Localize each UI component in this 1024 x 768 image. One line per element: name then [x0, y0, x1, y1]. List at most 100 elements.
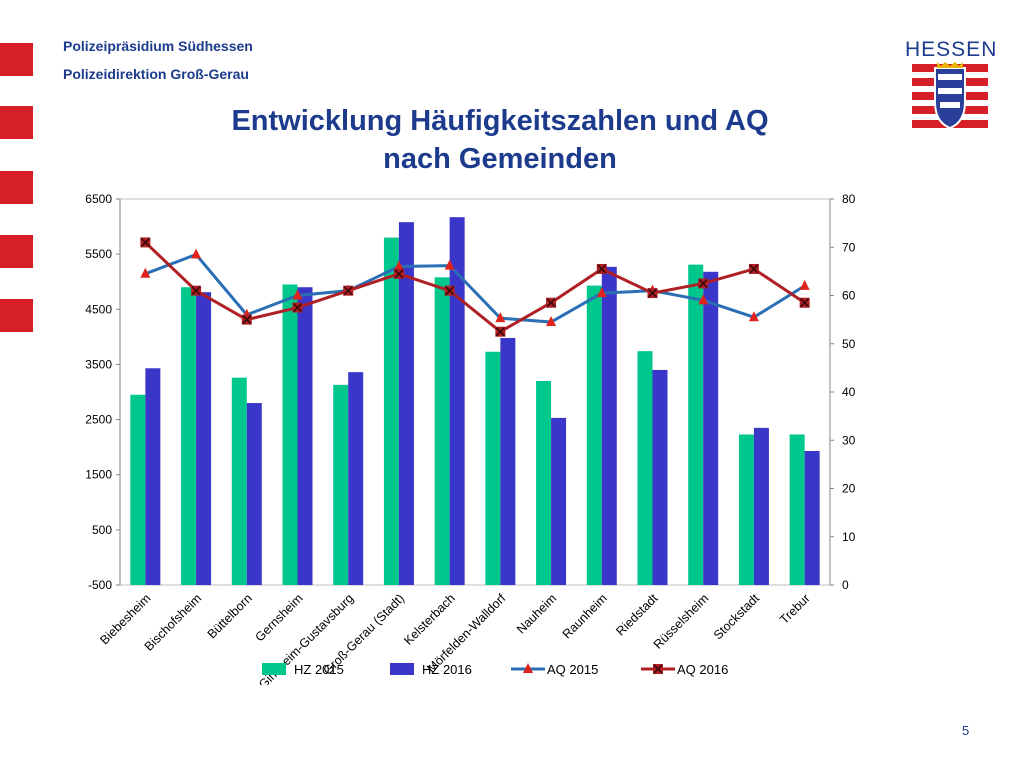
marker-x-stroke — [698, 278, 708, 289]
slide-title: Entwicklung Häufigkeitszahlen und AQ nac… — [140, 102, 860, 178]
bar-hz-2016 — [601, 266, 617, 585]
bar-hz-2016 — [500, 337, 516, 585]
legend-item: AQ 2015 — [511, 662, 598, 677]
bar-hz-2015 — [738, 434, 754, 585]
bar-hz-2016 — [145, 368, 161, 585]
bar-hz-2015 — [282, 284, 298, 585]
marker-x-square — [241, 314, 252, 325]
right-tick-label: 30 — [842, 433, 856, 447]
bar-hz-2016 — [297, 287, 313, 585]
marker-x-square — [647, 288, 658, 299]
line-aq-2015 — [144, 252, 806, 324]
red-accent-bar — [0, 235, 33, 268]
marker-x-square — [140, 237, 151, 248]
marker-triangle — [140, 267, 151, 278]
bar-hz-2015 — [536, 380, 552, 585]
marker-x-square — [799, 297, 810, 308]
legend-label: HZ 2016 — [422, 662, 472, 677]
marker-triangle — [546, 316, 557, 327]
left-tick-label: 500 — [92, 523, 112, 537]
marker-x-square — [748, 263, 759, 274]
category-label: Trebur — [777, 591, 813, 627]
bar-hz-2016 — [652, 369, 668, 585]
title-line-2: nach Gemeinden — [383, 143, 617, 175]
bar-hz-2015 — [333, 384, 349, 585]
legend-item: HZ 2015 — [262, 662, 344, 677]
legend-marker-triangle — [523, 663, 533, 673]
bar-hz-2015 — [637, 351, 653, 585]
category-label: Biebesheim — [97, 591, 153, 647]
page-number: 5 — [962, 723, 970, 738]
marker-x-square — [596, 263, 607, 274]
legend-label: HZ 2015 — [294, 662, 344, 677]
marker-x-stroke — [140, 237, 150, 247]
marker-triangle — [596, 287, 607, 298]
category-label: Büttelborn — [205, 591, 255, 641]
plot-area — [119, 198, 831, 586]
red-accent-bar — [0, 106, 33, 139]
legend-swatch — [262, 663, 286, 675]
legend-label: AQ 2016 — [677, 662, 728, 677]
bar-hz-2016 — [196, 292, 212, 585]
bar-hz-2015 — [485, 351, 501, 585]
header-line-2: Polizeidirektion Groß-Gerau — [63, 66, 249, 82]
marker-x-stroke — [597, 264, 607, 274]
marker-x-square — [191, 285, 202, 296]
bar-hz-2016 — [348, 372, 364, 585]
marker-x-stroke — [242, 315, 252, 325]
marker-x-square — [495, 326, 506, 337]
bar-hz-2016 — [449, 217, 465, 585]
marker-triangle — [799, 279, 810, 290]
right-tick-label: 50 — [842, 337, 856, 351]
right-tick-label: 0 — [842, 578, 849, 592]
marker-x-square — [444, 285, 455, 296]
bar-hz-2016 — [398, 222, 414, 585]
marker-x-square — [698, 278, 709, 289]
category-label: Stockstadt — [711, 591, 763, 643]
red-accent-bar — [0, 299, 33, 332]
legend-item: AQ 2016 — [641, 662, 728, 677]
category-label: Rüsselsheim — [651, 591, 712, 652]
bar-hz-2015 — [383, 237, 399, 585]
marker-triangle — [698, 294, 709, 305]
red-accent-bar — [0, 43, 33, 76]
category-label: Raunheim — [560, 591, 610, 641]
bar-hz-2015 — [434, 277, 450, 585]
bar-hz-2015 — [586, 285, 602, 585]
bar-hz-2016 — [246, 403, 262, 585]
left-tick-label: 5500 — [85, 247, 112, 261]
category-label: Nauheim — [514, 591, 559, 636]
bar-hz-2016 — [703, 271, 719, 585]
left-tick-label: 6500 — [85, 192, 112, 206]
chart: 6500 5500 4500 3500 2500 1500 500 -500 80 70 60 50 4… — [85, 192, 856, 685]
left-tick-label: 2500 — [85, 413, 112, 427]
marker-x-stroke — [292, 302, 303, 313]
logo-text: HESSEN — [905, 38, 998, 61]
bar-hz-2015 — [130, 394, 146, 585]
marker-x-square — [343, 285, 354, 296]
marker-x-stroke — [647, 288, 658, 298]
hessen-coat-of-arms-icon — [912, 62, 988, 130]
marker-triangle — [393, 260, 404, 271]
marker-triangle — [444, 259, 455, 270]
title-line-1: Entwicklung Häufigkeitszahlen und AQ — [231, 105, 769, 137]
legend-item: HZ 2016 — [390, 662, 472, 677]
hessen-logo: HESSEN — [905, 38, 998, 138]
bar-hz-2015 — [789, 434, 805, 585]
left-tick-label: -500 — [88, 578, 112, 592]
right-tick-label: 20 — [842, 482, 856, 496]
left-tick-label: 3500 — [85, 357, 112, 371]
marker-x-stroke — [343, 286, 353, 296]
marker-x-stroke — [445, 286, 455, 296]
marker-x-stroke — [749, 264, 759, 274]
header-line-1: Polizeipräsidium Südhessen — [63, 38, 253, 54]
right-tick-label: 60 — [842, 289, 856, 303]
marker-x-square — [546, 297, 557, 308]
left-tick-label: 4500 — [85, 302, 112, 316]
bar-hz-2016 — [551, 417, 567, 585]
marker-x-stroke — [191, 286, 201, 296]
left-tick-label: 1500 — [85, 468, 112, 482]
legend-swatch — [390, 663, 414, 675]
legend-label: AQ 2015 — [547, 662, 598, 677]
right-tick-label: 80 — [842, 192, 856, 206]
